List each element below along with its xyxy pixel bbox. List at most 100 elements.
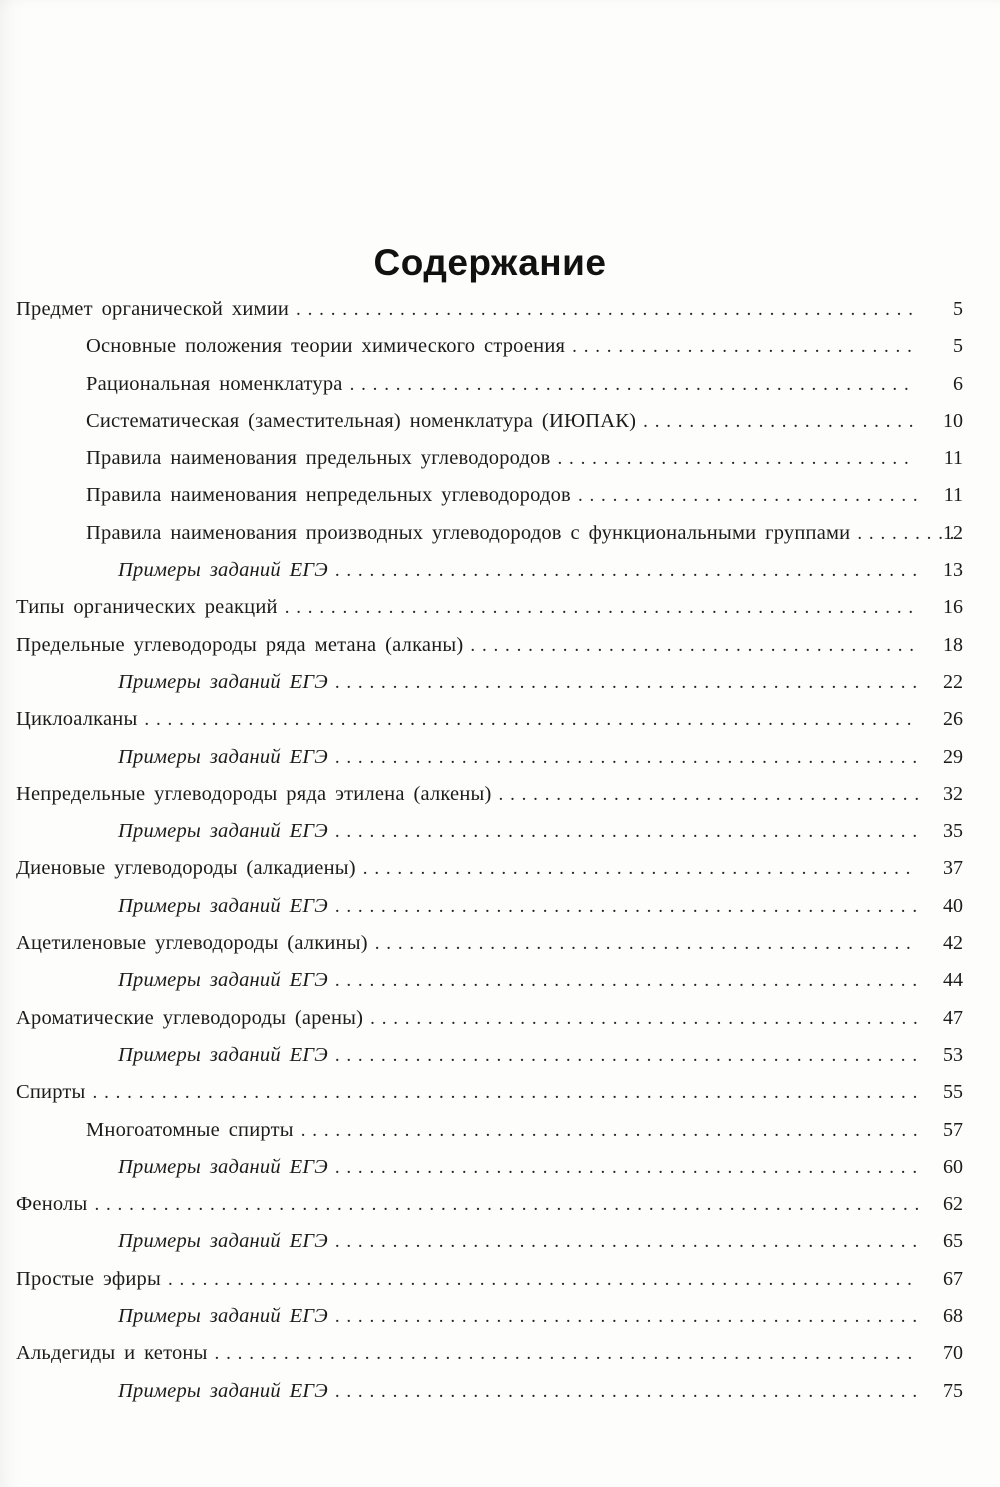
toc-entry-page: 26 bbox=[943, 708, 963, 731]
toc-entry-title: Правила наименования предельных углеводо… bbox=[86, 447, 551, 470]
toc-entry: Примеры заданий ЕГЭ ....................… bbox=[16, 1149, 963, 1186]
toc-entry-title: Примеры заданий ЕГЭ bbox=[118, 1230, 328, 1253]
dot-leader: ........................................… bbox=[362, 858, 918, 880]
toc-entry: Циклоалканы ............................… bbox=[16, 701, 963, 738]
toc-entry-page: 62 bbox=[943, 1193, 963, 1216]
toc-entry-page: 68 bbox=[943, 1305, 963, 1328]
toc-entry-title: Простые эфиры bbox=[16, 1267, 161, 1290]
toc-entry-title: Примеры заданий ЕГЭ bbox=[118, 1155, 328, 1178]
toc-entry: Ацетиленовые углеводороды (алкины) .....… bbox=[16, 925, 963, 962]
dot-leader: ....................................... bbox=[470, 634, 921, 656]
dot-leader: ........................................… bbox=[94, 1194, 927, 1216]
toc-entry-title: Примеры заданий ЕГЭ bbox=[118, 1379, 328, 1402]
toc-entry-page: 75 bbox=[943, 1379, 963, 1402]
toc-entry: Альдегиды и кетоны .....................… bbox=[16, 1335, 963, 1372]
toc-entry-title: Правила наименования производных углевод… bbox=[86, 521, 851, 544]
toc-entry-title: Типы органических реакций bbox=[16, 596, 278, 619]
toc-entry-title: Фенолы bbox=[16, 1193, 88, 1216]
page-title: Содержание bbox=[373, 242, 607, 283]
toc-entry: Основные положения теории химического ст… bbox=[16, 328, 963, 365]
toc-entry: Ароматические углеводороды (арены) .....… bbox=[16, 1000, 963, 1037]
dot-leader: ........................ bbox=[643, 410, 921, 432]
dot-leader: ............................... bbox=[557, 448, 916, 470]
dot-leader: ........................................… bbox=[214, 1343, 920, 1365]
dot-leader: ........................................… bbox=[334, 1044, 924, 1066]
dot-leader: ......... bbox=[857, 522, 962, 544]
dot-leader: ........................................… bbox=[167, 1268, 919, 1290]
toc-entry: Спирты .................................… bbox=[16, 1074, 963, 1111]
toc-entry-title: Рациональная номенклатура bbox=[86, 372, 343, 395]
toc-entry-page: 40 bbox=[943, 894, 963, 917]
toc-entry: Примеры заданий ЕГЭ ....................… bbox=[16, 1373, 963, 1410]
toc-entry-title: Примеры заданий ЕГЭ bbox=[118, 670, 328, 693]
dot-leader: ........................................… bbox=[334, 560, 924, 582]
toc-entry-title: Многоатомные спирты bbox=[86, 1118, 294, 1141]
toc-entry: Предельные углеводороды ряда метана (алк… bbox=[16, 627, 963, 664]
dot-leader: ........................................… bbox=[334, 671, 924, 693]
toc-entry-title: Систематическая (заместительная) номенкл… bbox=[86, 409, 637, 432]
toc-entry: Примеры заданий ЕГЭ ....................… bbox=[16, 1223, 963, 1260]
dot-leader: ........................................… bbox=[334, 1156, 924, 1178]
toc-entry-page: 35 bbox=[943, 820, 963, 843]
toc-entry: Фенолы .................................… bbox=[16, 1186, 963, 1223]
dot-leader: ........................................… bbox=[370, 1007, 925, 1029]
toc-entry-page: 53 bbox=[943, 1043, 963, 1066]
toc-entry: Правила наименования производных углевод… bbox=[16, 515, 963, 552]
toc-entry-page: 29 bbox=[943, 745, 963, 768]
toc-entry: Типы органических реакций ..............… bbox=[16, 589, 963, 626]
toc-entry-title: Примеры заданий ЕГЭ bbox=[118, 1305, 328, 1328]
toc-entry: Предмет органической химии .............… bbox=[16, 291, 963, 328]
toc-entry-page: 5 bbox=[953, 335, 963, 358]
dot-leader: ........................................… bbox=[284, 597, 920, 619]
toc-entry-page: 65 bbox=[943, 1230, 963, 1253]
toc-entry: Примеры заданий ЕГЭ ....................… bbox=[16, 664, 963, 701]
toc-entry: Непредельные углеводороды ряда этилена (… bbox=[16, 776, 963, 813]
toc-entry-page: 5 bbox=[953, 298, 963, 320]
toc-entry: Диеновые углеводороды (алкадиены) ......… bbox=[16, 850, 963, 887]
toc-entry-page: 55 bbox=[943, 1081, 963, 1104]
dot-leader: ........................................… bbox=[334, 1380, 924, 1402]
toc-entry-page: 47 bbox=[943, 1006, 963, 1029]
dot-leader: .............................. bbox=[577, 485, 925, 507]
dot-leader: ..................................... bbox=[498, 783, 926, 805]
toc-entry-page: 22 bbox=[943, 670, 963, 693]
toc-entry: Правила наименования непредельных углево… bbox=[16, 477, 963, 514]
toc-entry: Систематическая (заместительная) номенкл… bbox=[16, 403, 963, 440]
dot-leader: ........................................… bbox=[92, 1082, 925, 1104]
toc-entry-title: Примеры заданий ЕГЭ bbox=[118, 894, 328, 917]
dot-leader: .............................. bbox=[572, 336, 919, 358]
toc-entry-page: 12 bbox=[943, 521, 963, 544]
dot-leader: ........................................… bbox=[144, 709, 919, 731]
toc-entry-title: Правила наименования непредельных углево… bbox=[86, 484, 571, 507]
toc-entry: Простые эфиры ..........................… bbox=[16, 1261, 963, 1298]
toc-entry: Примеры заданий ЕГЭ ....................… bbox=[16, 813, 963, 850]
toc-entry-title: Непредельные углеводороды ряда этилена (… bbox=[16, 782, 492, 805]
toc-entry-page: 60 bbox=[943, 1155, 963, 1178]
toc-entry: Примеры заданий ЕГЭ ....................… bbox=[16, 888, 963, 925]
toc-entry: Примеры заданий ЕГЭ ....................… bbox=[16, 739, 963, 776]
toc-entry-title: Альдегиды и кетоны bbox=[16, 1342, 208, 1365]
toc-entry: Правила наименования предельных углеводо… bbox=[16, 440, 963, 477]
toc-entry-title: Примеры заданий ЕГЭ bbox=[118, 745, 328, 768]
toc-entry: Многоатомные спирты ....................… bbox=[16, 1112, 963, 1149]
toc-entry-page: 18 bbox=[943, 633, 963, 656]
toc-entry-title: Предельные углеводороды ряда метана (алк… bbox=[16, 633, 464, 656]
dot-leader: ........................................… bbox=[334, 821, 924, 843]
dot-leader: ........................................… bbox=[349, 373, 916, 395]
toc-entry-title: Основные положения теории химического ст… bbox=[86, 335, 566, 358]
toc-entry-page: 57 bbox=[943, 1118, 963, 1141]
dot-leader: ........................................… bbox=[334, 970, 924, 992]
toc-entry-title: Ароматические углеводороды (арены) bbox=[16, 1006, 364, 1029]
toc-entry-page: 16 bbox=[943, 596, 963, 619]
toc-entry: Рациональная номенклатура ..............… bbox=[16, 366, 963, 403]
toc-entry-page: 42 bbox=[943, 932, 963, 955]
toc-entry-title: Примеры заданий ЕГЭ bbox=[118, 559, 328, 582]
toc-entry-page: 67 bbox=[943, 1267, 963, 1290]
toc-entry-page: 44 bbox=[943, 969, 963, 992]
dot-leader: ........................................… bbox=[374, 933, 918, 955]
dot-leader: ........................................… bbox=[334, 895, 924, 917]
toc-entry-title: Предмет органической химии bbox=[16, 298, 290, 320]
toc-entry-page: 10 bbox=[943, 409, 963, 432]
toc-entry-title: Циклоалканы bbox=[16, 708, 138, 731]
